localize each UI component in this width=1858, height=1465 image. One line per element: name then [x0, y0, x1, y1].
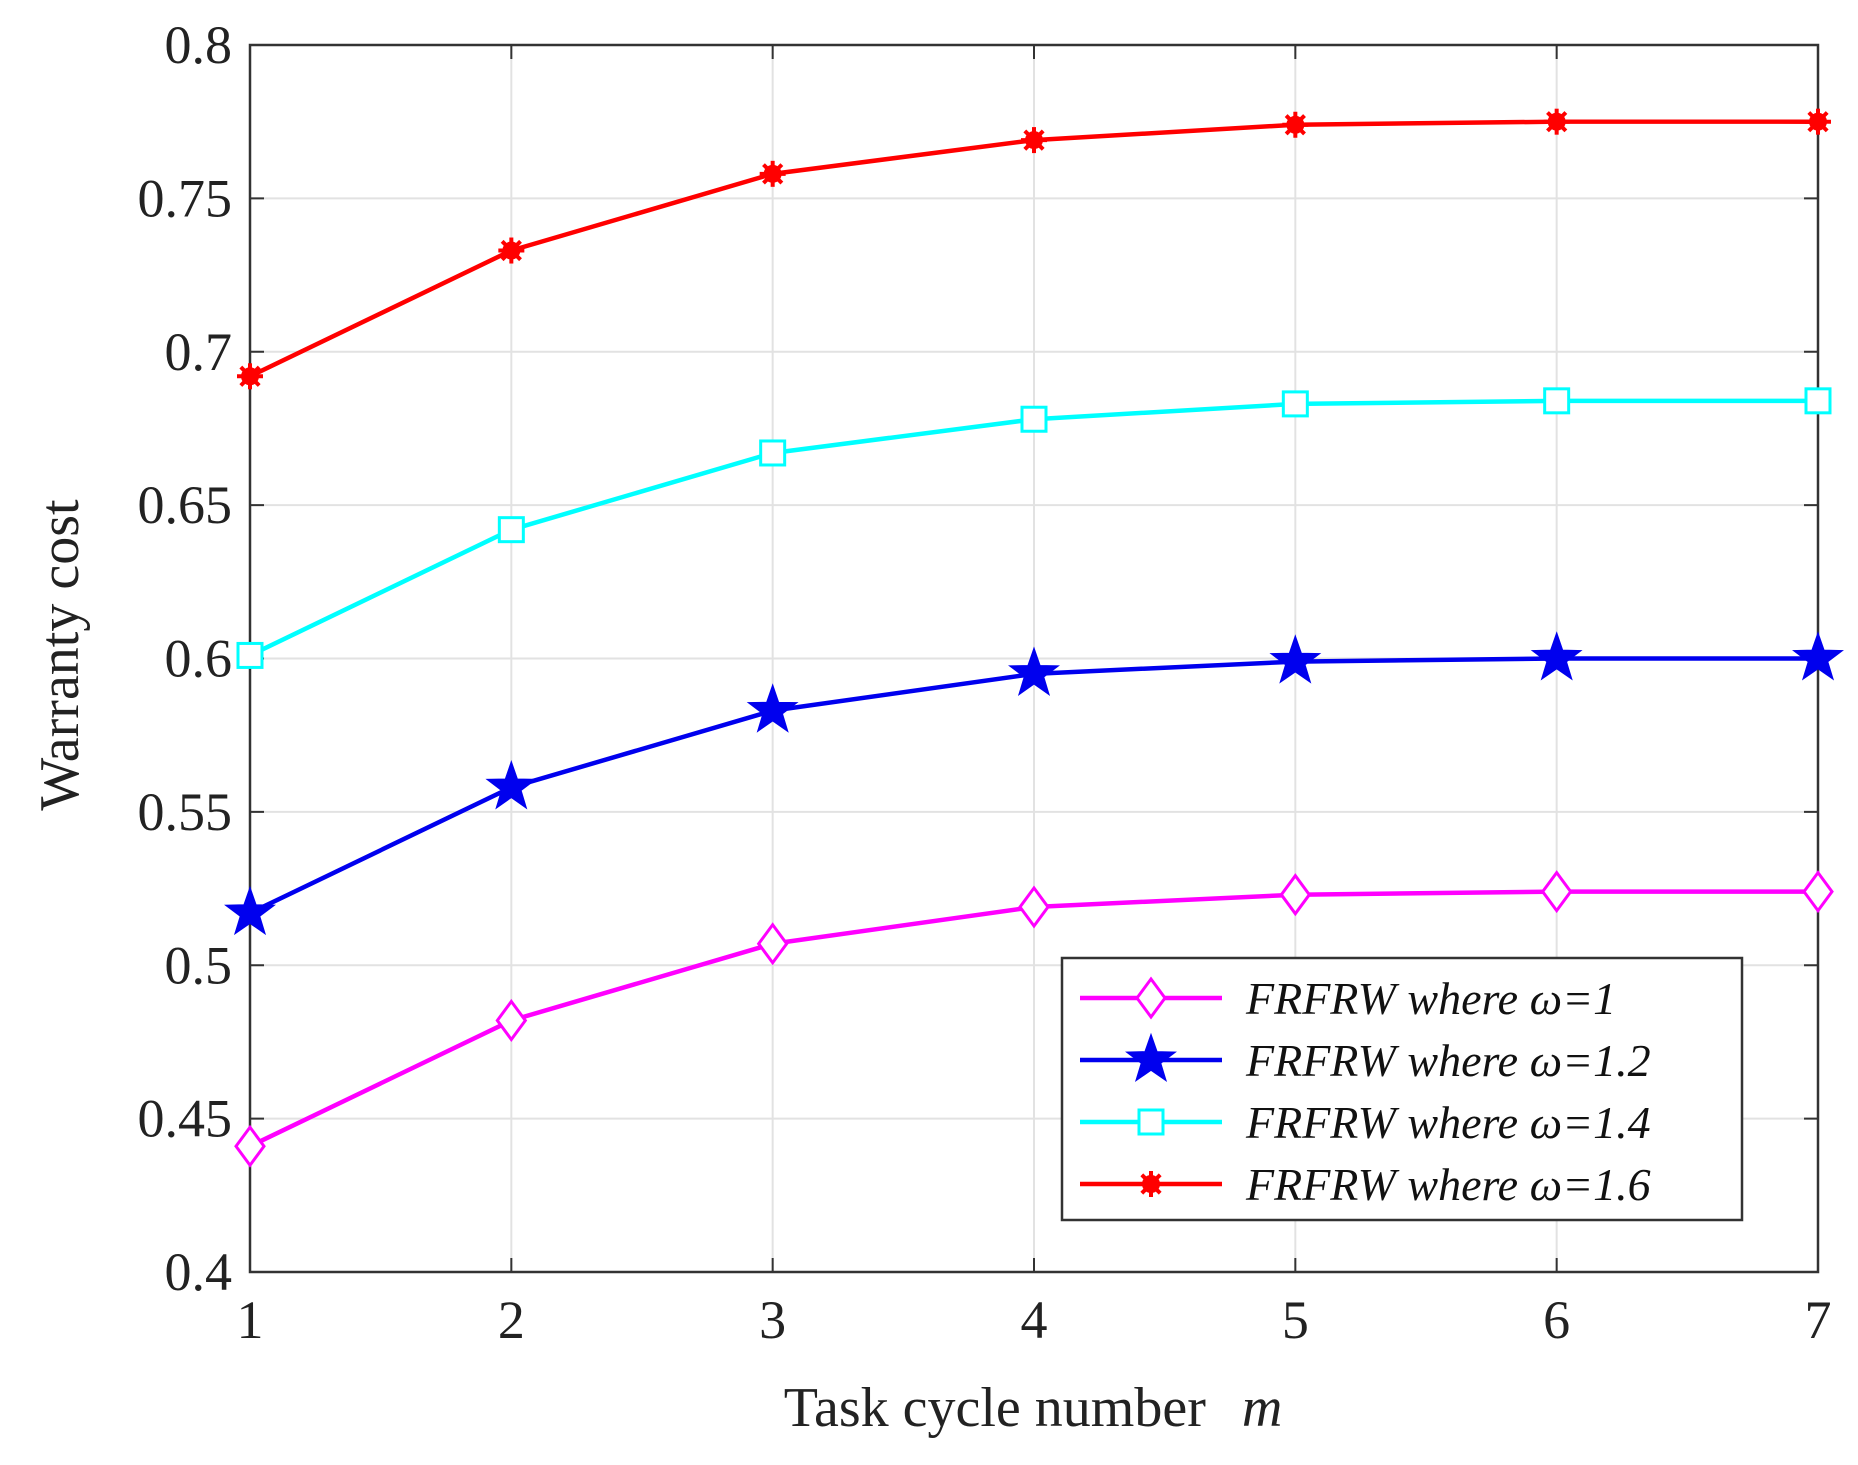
data-point-star [1008, 646, 1060, 696]
x-tick-label: 1 [237, 1290, 264, 1350]
data-point-asterisk [237, 363, 263, 390]
data-point-asterisk [1805, 108, 1831, 135]
data-point-asterisk [1021, 127, 1047, 154]
data-point-asterisk-spoke [1023, 129, 1045, 151]
data-point-star [485, 760, 538, 810]
data-point-diamond [1802, 870, 1834, 914]
legend-entry: FRFRW where ω=1.4 [1080, 1097, 1651, 1148]
y-tick-label: 0.8 [165, 15, 233, 75]
y-tick-label: 0.55 [138, 782, 233, 842]
x-axis-label: Task cycle number m [784, 1377, 1283, 1439]
data-point-asterisk [1543, 108, 1570, 135]
x-tick-label: 3 [759, 1290, 786, 1350]
y-tick-label: 0.7 [165, 322, 233, 382]
data-point-star [1269, 634, 1322, 684]
legend-label: FRFRW where ω=1.4 [1245, 1097, 1651, 1148]
y-tick-label: 0.4 [165, 1242, 233, 1302]
data-point-star [1530, 631, 1583, 681]
data-point-square [236, 641, 264, 669]
data-point-square [1804, 387, 1832, 415]
y-tick-label: 0.45 [138, 1089, 233, 1149]
legend-marker-square [1137, 1108, 1165, 1136]
data-point-asterisk-spoke [239, 365, 261, 387]
data-point-square [1281, 390, 1309, 418]
y-axis-label: Warranty cost [29, 499, 91, 811]
y-tick-label: 0.65 [138, 475, 233, 535]
data-point-diamond [1279, 873, 1312, 917]
series-4 [237, 108, 1831, 390]
data-point-asterisk-spoke [500, 239, 522, 262]
x-tick-label: 4 [1021, 1290, 1048, 1350]
x-tick-label: 2 [498, 1290, 525, 1350]
data-point-square [1543, 387, 1571, 415]
legend-marker-star [1125, 1032, 1177, 1083]
x-tick-label: 6 [1543, 1290, 1570, 1350]
x-axis-label-text: Task cycle number [784, 1377, 1206, 1439]
x-tick-label: 7 [1805, 1290, 1832, 1350]
legend-label: FRFRW where ω=1 [1245, 973, 1616, 1024]
series-layer [224, 108, 1844, 1168]
data-point-asterisk-spoke [1284, 114, 1306, 136]
data-point-square [497, 516, 525, 544]
data-point-diamond [495, 998, 528, 1042]
y-tick-label: 0.5 [165, 935, 233, 995]
data-point-asterisk [498, 237, 525, 264]
data-point-star [746, 683, 799, 733]
data-point-diamond [756, 922, 789, 966]
series-1 [234, 870, 1834, 1168]
legend-marker-asterisk-spoke [1140, 1173, 1162, 1195]
series-3 [236, 387, 1832, 669]
legend-entry: FRFRW where ω=1 [1080, 973, 1616, 1024]
data-point-diamond [1018, 885, 1050, 929]
data-point-asterisk-spoke [1546, 111, 1568, 133]
y-tick-label: 0.6 [165, 629, 233, 689]
y-tick-label: 0.75 [138, 168, 233, 228]
data-point-asterisk-spoke [762, 163, 784, 185]
data-point-square [759, 439, 787, 467]
legend-label: FRFRW where ω=1.2 [1245, 1035, 1651, 1086]
data-point-star [1792, 631, 1844, 681]
legend-entry: FRFRW where ω=1.6 [1080, 1159, 1651, 1210]
series-2 [224, 631, 1844, 936]
data-point-asterisk [1282, 111, 1309, 138]
data-point-asterisk [759, 160, 786, 187]
x-tick-label: 5 [1282, 1290, 1309, 1350]
legend-marker-asterisk [1138, 1171, 1164, 1197]
data-point-asterisk-spoke [1807, 111, 1829, 133]
data-point-square [1020, 405, 1048, 433]
legend: FRFRW where ω=1 FRFRW where ω=1.2 FRFRW wh… [1060, 956, 1744, 1222]
data-point-diamond [1540, 870, 1573, 914]
legend-marker-diamond [1135, 976, 1167, 1020]
legend-box [1060, 956, 1744, 1222]
x-axis-label-variable: m [1242, 1377, 1282, 1439]
data-point-star [224, 885, 276, 936]
legend-label: FRFRW where ω=1.6 [1245, 1159, 1651, 1210]
data-point-diamond [234, 1124, 266, 1168]
legend-entry: FRFRW where ω=1.2 [1080, 1032, 1651, 1086]
